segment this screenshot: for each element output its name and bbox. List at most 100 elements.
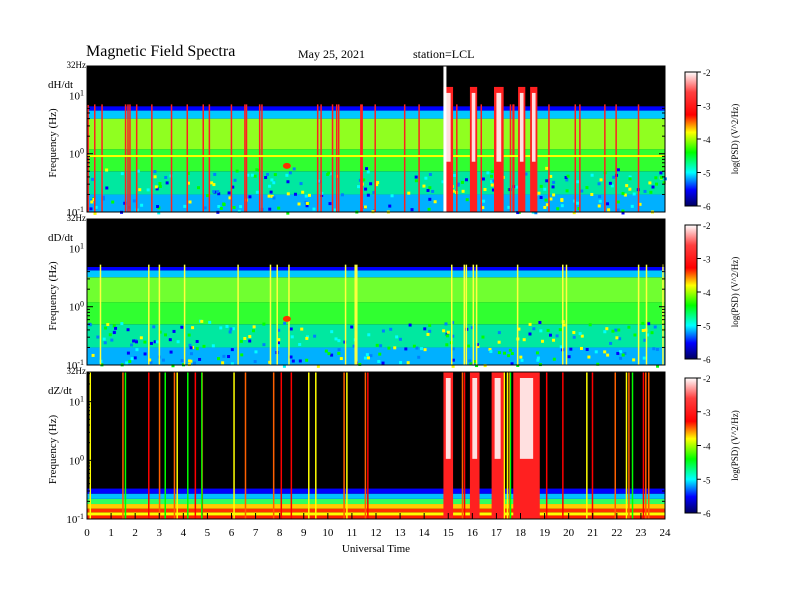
noise-speck (102, 337, 106, 341)
noise-speck (641, 321, 645, 325)
noise-speck (352, 344, 356, 348)
noise-speck (277, 328, 281, 332)
noise-speck (363, 205, 367, 209)
ytick-label: 101 (69, 395, 84, 409)
xtick-label: 9 (301, 527, 307, 539)
spike-line (244, 372, 247, 519)
spike-line (364, 372, 367, 519)
noise-speck (126, 351, 130, 355)
noise-speck (415, 346, 419, 350)
spike-line (354, 264, 356, 365)
noise-speck (266, 172, 270, 176)
spike-line (614, 372, 617, 519)
noise-speck (422, 184, 426, 188)
noise-speck (282, 364, 286, 368)
spectral-band (87, 302, 665, 325)
colorbar-tick-label: -4 (703, 135, 711, 145)
noise-speck (228, 196, 232, 200)
spectral-band (87, 267, 665, 271)
spike-line (183, 264, 186, 365)
figure-date: May 25, 2021 (298, 47, 365, 61)
noise-speck (101, 195, 105, 199)
noise-speck (89, 207, 93, 211)
noise-speck (127, 205, 131, 209)
noise-speck (578, 332, 582, 336)
spike-line (628, 372, 630, 519)
noise-speck (165, 181, 169, 185)
noise-speck (210, 181, 214, 185)
noise-speck (545, 179, 549, 183)
spike-line (508, 372, 511, 519)
noise-speck (537, 191, 541, 195)
colorbar-tick-label: -5 (703, 169, 711, 179)
noise-speck (180, 359, 184, 363)
event-burst-core (471, 92, 476, 162)
noise-speck (596, 362, 600, 366)
noise-speck (618, 337, 622, 341)
noise-speck (544, 198, 548, 202)
noise-speck (428, 197, 432, 201)
spike-line (129, 104, 131, 212)
spike-line (463, 372, 466, 519)
noise-speck (120, 322, 124, 326)
noise-speck (632, 358, 636, 362)
xtick-label: 7 (253, 527, 259, 539)
noise-speck (444, 322, 448, 326)
noise-speck (104, 326, 108, 330)
spike-line (288, 264, 290, 365)
noise-speck (404, 347, 408, 351)
noise-speck (628, 177, 632, 181)
noise-speck (153, 340, 157, 344)
spike-line (124, 372, 127, 519)
noise-speck (164, 333, 168, 337)
noise-speck (654, 176, 658, 180)
noise-speck (365, 167, 369, 171)
noise-speck (517, 327, 521, 331)
noise-speck (610, 184, 614, 188)
noise-speck (276, 344, 280, 348)
noise-speck (152, 325, 156, 329)
spike-line (562, 372, 564, 519)
noise-speck (366, 356, 370, 360)
noise-speck (316, 364, 320, 368)
spike-line (186, 104, 189, 212)
xtick-label: 3 (157, 527, 163, 539)
noise-speck (490, 169, 494, 173)
spike-line (475, 264, 478, 365)
noise-speck (428, 186, 432, 190)
noise-speck (426, 332, 430, 336)
noise-speck (451, 364, 455, 368)
noise-speck (522, 338, 526, 342)
noise-speck (576, 180, 580, 184)
xtick-label: 18 (515, 527, 527, 539)
noise-speck (231, 185, 235, 189)
noise-speck (272, 181, 276, 185)
noise-speck (283, 321, 287, 325)
noise-speck (134, 340, 138, 344)
noise-speck (262, 322, 266, 326)
noise-speck (614, 328, 618, 332)
noise-speck (130, 357, 134, 361)
noise-speck (638, 202, 642, 206)
noise-speck (562, 323, 566, 327)
noise-speck (486, 171, 490, 175)
spike-line (87, 104, 89, 212)
noise-speck (155, 340, 159, 344)
spike-line (237, 264, 239, 365)
noise-speck (213, 172, 217, 176)
noise-speck (253, 360, 257, 364)
event-burst-core (472, 378, 478, 459)
noise-speck (293, 192, 297, 196)
xtick-label: 2 (132, 527, 138, 539)
noise-speck (414, 179, 418, 183)
spike-line (94, 104, 96, 212)
noise-speck (268, 207, 272, 211)
colorbar-tick-label: -2 (703, 68, 711, 78)
noise-speck (611, 329, 615, 333)
spike-line (356, 264, 358, 365)
noise-speck (546, 328, 550, 332)
noise-speck (228, 330, 232, 334)
noise-speck (136, 169, 140, 173)
noise-speck (451, 334, 455, 338)
noise-speck (516, 211, 520, 215)
